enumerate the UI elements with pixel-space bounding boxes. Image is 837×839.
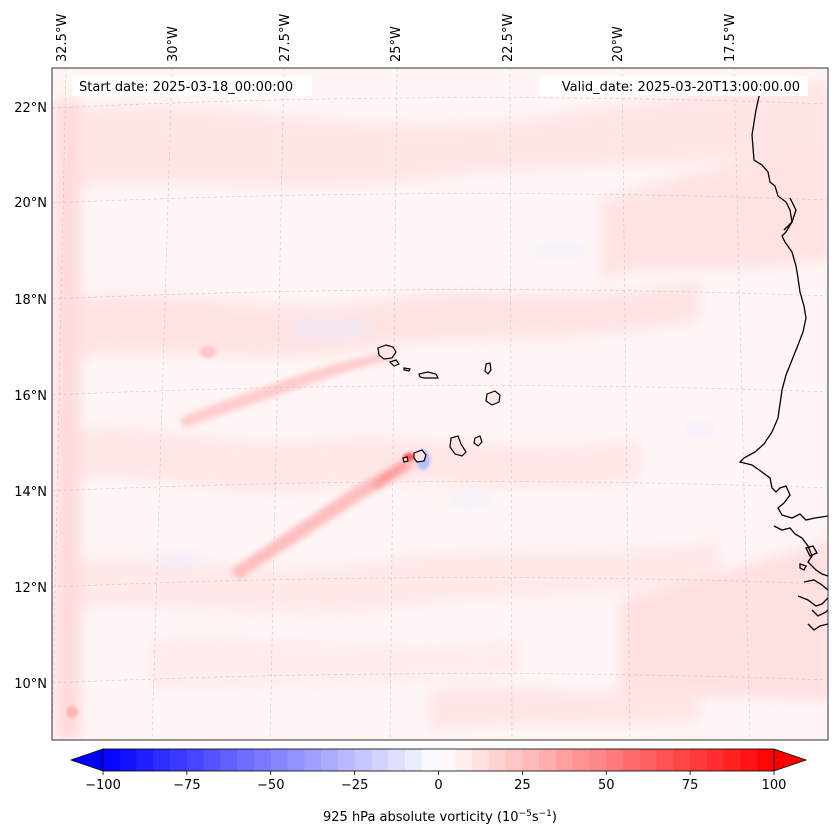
lat-label-16n: 16°N [14, 389, 47, 404]
colorbar-ticks: −100 −75 −50 −25 0 25 50 75 100 [85, 771, 786, 793]
colorbar-segment [539, 749, 557, 771]
colorbar-segment [337, 749, 356, 771]
lon-label-30w: 30°W [166, 26, 181, 62]
latitude-labels: 22°N 20°N 18°N 16°N 14°N 12°N 10°N [14, 101, 47, 692]
colorbar-segment [321, 749, 339, 771]
colorbar-segment [237, 749, 255, 771]
vorticity-field [55, 80, 828, 740]
colorbar: −100 −75 −50 −25 0 25 50 75 100 925 hPa absolute… [69, 748, 808, 825]
sal-island [484, 362, 492, 375]
africa-coastline [738, 91, 828, 631]
colorbar-segment [757, 749, 775, 771]
colorbar-segment [287, 749, 305, 771]
colorbar-segment [119, 749, 138, 771]
lon-label-17-5w: 17.5°W [723, 14, 738, 62]
lat-label-22n: 22°N [14, 101, 47, 116]
lon-label-25w: 25°W [389, 26, 404, 62]
colorbar-segment [270, 749, 289, 771]
colorbar-segment [220, 749, 238, 771]
sao-vicente-island [388, 359, 400, 367]
colorbar-segment [103, 749, 121, 771]
colorbar-tick-label: 75 [682, 778, 699, 793]
colorbar-segment [488, 749, 507, 771]
colorbar-tick-label: 25 [514, 778, 531, 793]
boa-vista-island [485, 390, 501, 406]
colorbar-segment [656, 749, 674, 771]
colorbar-segments [103, 749, 775, 771]
santa-luzia-island [403, 367, 411, 372]
colorbar-segment [639, 749, 658, 771]
colorbar-segment [606, 749, 624, 771]
colorbar-segment [740, 749, 758, 771]
colorbar-segment [404, 749, 423, 771]
colorbar-tick-label: −100 [85, 778, 121, 793]
map-frame [51, 67, 829, 741]
colorbar-segment [421, 749, 440, 771]
lat-label-20n: 20°N [14, 196, 47, 211]
colorbar-min-extend [69, 748, 104, 772]
lon-label-20w: 20°W [611, 26, 626, 62]
start-date-box [72, 76, 312, 96]
colorbar-segment [706, 749, 725, 771]
colorbar-segment [186, 749, 205, 771]
lat-label-12n: 12°N [14, 581, 47, 596]
santo-antao-island [377, 344, 397, 360]
lon-label-32-5w: 32.5°W [55, 14, 70, 62]
start-date-label: Start date: 2025-03-18_00:00:00 [79, 80, 293, 95]
colorbar-tick-label: 0 [434, 778, 442, 793]
fogo-island [413, 449, 427, 463]
colorbar-tick-label: −25 [341, 778, 368, 793]
colorbar-segment [253, 749, 272, 771]
brava-island [402, 456, 409, 463]
colorbar-segment [505, 749, 523, 771]
colorbar-segment [438, 749, 456, 771]
colorbar-segment [455, 749, 473, 771]
colorbar-tick-label: −50 [257, 778, 284, 793]
colorbar-segment [555, 749, 574, 771]
sao-nicolau-island [418, 371, 439, 379]
colorbar-tick-label: −75 [173, 778, 200, 793]
colorbar-segment [170, 749, 188, 771]
cape-verde-islands [377, 344, 501, 463]
lat-label-18n: 18°N [14, 293, 47, 308]
colorbar-segment [388, 749, 406, 771]
colorbar-tick-label: 50 [598, 778, 615, 793]
valid-date-label: Valid_date: 2025-03-20T13:00:00.00 [562, 80, 800, 95]
map-panel [52, 68, 828, 740]
colorbar-segment [522, 749, 540, 771]
colorbar-segment [589, 749, 607, 771]
colorbar-max-extend [773, 748, 808, 772]
lat-label-10n: 10°N [14, 677, 47, 692]
colorbar-segment [354, 749, 373, 771]
colorbar-label: 925 hPa absolute vorticity (10−5s−1) [323, 809, 557, 825]
longitude-labels: 32.5°W 30°W 27.5°W 25°W 22.5°W 20°W 17.5… [55, 14, 738, 62]
island-wake-streaks [180, 352, 414, 580]
colorbar-segment [673, 749, 691, 771]
colorbar-segment [623, 749, 641, 771]
colorbar-segment [723, 749, 742, 771]
valid-date-box [540, 76, 808, 96]
lon-label-22-5w: 22.5°W [501, 14, 516, 62]
colorbar-segment [153, 749, 171, 771]
santiago-island [449, 435, 467, 457]
negative-vorticity-patches [150, 242, 720, 568]
graticule [52, 68, 828, 740]
colorbar-segment [304, 749, 322, 771]
colorbar-segment [371, 749, 389, 771]
colorbar-segment [690, 749, 708, 771]
colorbar-segment [136, 749, 154, 771]
colorbar-segment [203, 749, 222, 771]
colorbar-tick-label: 100 [762, 778, 787, 793]
colorbar-segment [572, 749, 591, 771]
lon-label-27-5w: 27.5°W [278, 14, 293, 62]
colorbar-segment [472, 749, 490, 771]
maio-island [473, 435, 483, 447]
lat-label-14n: 14°N [14, 485, 47, 500]
